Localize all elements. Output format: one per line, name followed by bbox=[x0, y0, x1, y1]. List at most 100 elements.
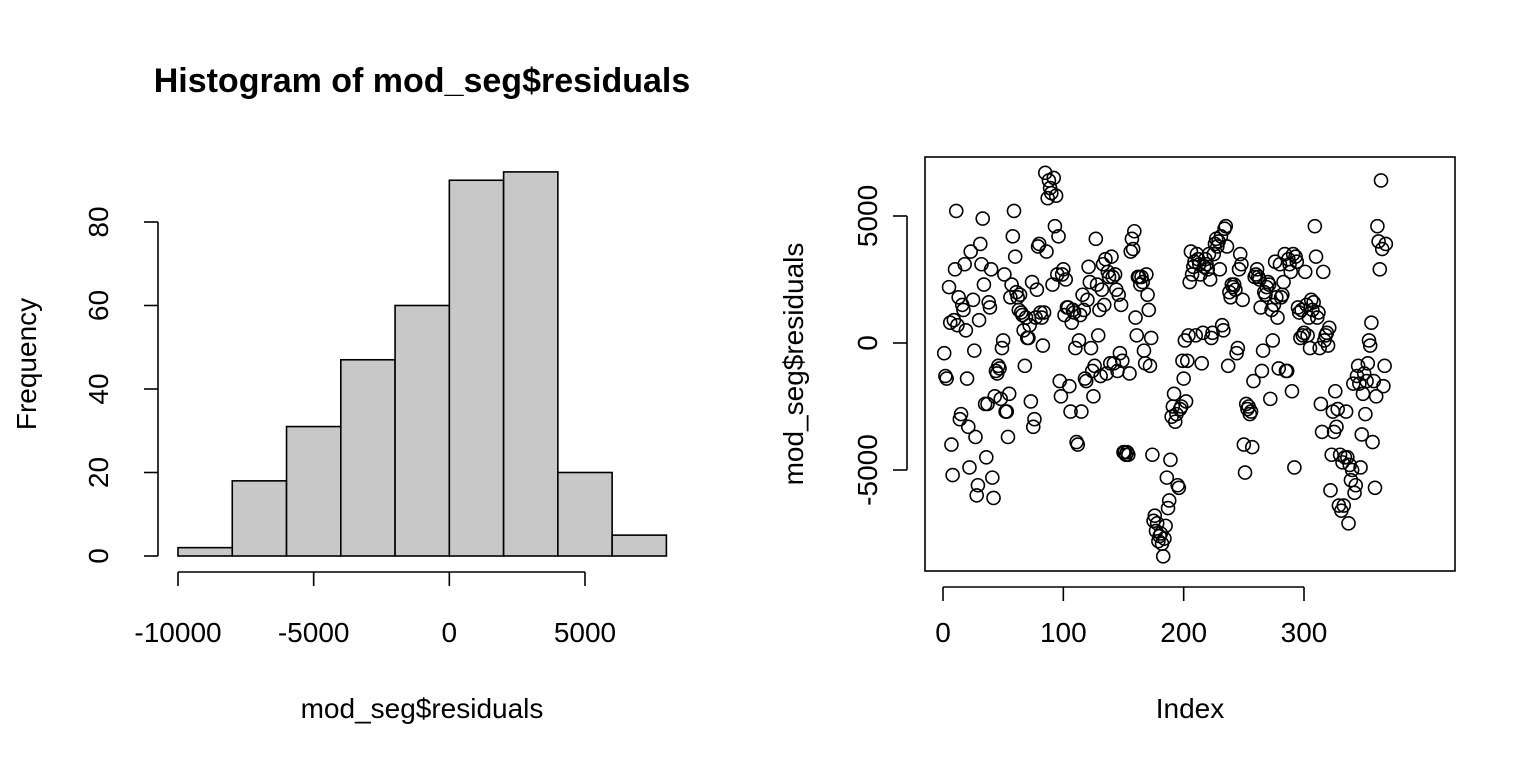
scatter-point bbox=[963, 244, 978, 259]
scatter-point bbox=[1368, 389, 1384, 404]
scatter-point bbox=[1309, 310, 1325, 325]
histogram-y-tick-label: 40 bbox=[83, 373, 114, 404]
scatter-point bbox=[1270, 310, 1285, 325]
histogram-y-tick-label: 20 bbox=[83, 457, 114, 488]
scatter-point bbox=[1096, 297, 1112, 313]
scatter-x-axis: 0 100 200 300 bbox=[935, 586, 1328, 648]
scatter-point bbox=[1306, 295, 1321, 310]
scatter-point bbox=[1081, 259, 1096, 275]
scatter-point bbox=[1160, 500, 1176, 516]
scatter-point bbox=[1074, 404, 1089, 419]
histogram-bar-3 bbox=[339, 358, 396, 557]
scatter-point bbox=[1005, 229, 1021, 244]
scatter-point bbox=[1284, 383, 1300, 399]
scatter-point bbox=[1373, 173, 1389, 188]
scatter-point bbox=[1082, 274, 1098, 290]
scatter-point bbox=[969, 488, 984, 503]
scatter-point bbox=[1279, 363, 1295, 379]
scatter-point bbox=[1210, 239, 1225, 254]
scatter-x-axis-label: Index bbox=[1156, 693, 1225, 724]
histogram-x-tick-label: 5000 bbox=[554, 617, 616, 648]
scatter-point bbox=[1071, 333, 1087, 348]
scatter-point bbox=[995, 333, 1011, 348]
scatter-point bbox=[1232, 246, 1248, 262]
scatter-point bbox=[1045, 277, 1060, 292]
scatter-point bbox=[971, 312, 987, 328]
scatter-point bbox=[1212, 262, 1228, 277]
scatter-point bbox=[1139, 267, 1154, 282]
scatter-point bbox=[1362, 338, 1378, 353]
scatter-point bbox=[1347, 485, 1362, 501]
scatter-point bbox=[1340, 449, 1355, 465]
scatter-point bbox=[1171, 480, 1187, 496]
scatter-point bbox=[979, 449, 994, 465]
scatter-point bbox=[1001, 386, 1017, 402]
scatter-y-axis: -5000 0 5000 bbox=[852, 185, 908, 506]
scatter-point bbox=[1297, 264, 1313, 280]
scatter-point bbox=[936, 345, 952, 361]
scatter-point bbox=[1125, 241, 1141, 257]
scatter-point bbox=[1158, 518, 1173, 534]
scatter-point bbox=[1194, 356, 1210, 371]
scatter-point bbox=[1329, 419, 1344, 435]
histogram-x-axis: -10000 -5000 0 5000 bbox=[134, 571, 616, 648]
scatter-point bbox=[1370, 218, 1385, 234]
scatter-point bbox=[1230, 340, 1246, 356]
scatter-y-axis-label: mod_seg$residuals bbox=[778, 243, 809, 486]
scatter-point bbox=[1348, 477, 1364, 493]
scatter-point bbox=[1234, 256, 1249, 272]
scatter-point bbox=[1294, 302, 1309, 318]
scatter-point bbox=[1226, 277, 1242, 292]
scatter-point bbox=[1029, 282, 1045, 297]
scatter-point bbox=[1359, 373, 1374, 389]
scatter-point bbox=[1364, 315, 1379, 330]
scatter-point bbox=[1196, 259, 1212, 275]
scatter-point bbox=[1205, 325, 1220, 341]
scatter-point bbox=[1163, 452, 1178, 468]
histogram-title: Histogram of mod_seg$residuals bbox=[154, 62, 691, 100]
scatter-point bbox=[1075, 287, 1090, 303]
scatter-point bbox=[975, 211, 991, 226]
scatter-point bbox=[1090, 328, 1106, 343]
scatter-point bbox=[1358, 406, 1373, 422]
histogram-bar-2 bbox=[285, 425, 342, 557]
scatter-point bbox=[1100, 264, 1116, 280]
scatter-point bbox=[1128, 310, 1143, 325]
scatter-point bbox=[1031, 236, 1047, 252]
scatter-point bbox=[1276, 274, 1291, 290]
scatter-point bbox=[1178, 394, 1194, 409]
scatter-point bbox=[1236, 437, 1252, 452]
scatter-point bbox=[952, 411, 968, 427]
scatter-point bbox=[1143, 330, 1159, 346]
scatter-point bbox=[1062, 378, 1077, 394]
scatter-point bbox=[1076, 302, 1092, 318]
scatter-point bbox=[1321, 320, 1337, 336]
scatter-point bbox=[1023, 394, 1039, 409]
scatter-point bbox=[1307, 218, 1323, 234]
histogram-x-axis-label: mod_seg$residuals bbox=[301, 693, 544, 724]
scatter-point bbox=[948, 203, 964, 219]
scatter-x-tick-label: 300 bbox=[1281, 617, 1328, 648]
scatter-point bbox=[1121, 447, 1136, 463]
scatter-point bbox=[959, 371, 975, 386]
scatter-point bbox=[976, 277, 992, 292]
scatter-point bbox=[1327, 383, 1343, 399]
scatter-point bbox=[1229, 345, 1244, 361]
scatter-y-tick-label: 5000 bbox=[852, 185, 883, 247]
scatter-point bbox=[951, 289, 966, 305]
scatter-point bbox=[1124, 231, 1140, 247]
scatter-point bbox=[1088, 231, 1104, 247]
scatter-point bbox=[1265, 333, 1281, 348]
scatter-point bbox=[1311, 305, 1326, 320]
scatter-point bbox=[1025, 419, 1041, 435]
histogram-x-tick-label: -5000 bbox=[278, 617, 350, 648]
scatter-point bbox=[1261, 277, 1277, 292]
scatter-point bbox=[1238, 396, 1254, 412]
scatter-point bbox=[1147, 508, 1163, 524]
scatter-point bbox=[956, 302, 971, 318]
scatter-point bbox=[1006, 203, 1022, 219]
scatter-point bbox=[1360, 356, 1376, 371]
histogram-bar-1 bbox=[231, 480, 288, 557]
scatter-point bbox=[1376, 378, 1391, 394]
scatter-points bbox=[936, 165, 1394, 564]
